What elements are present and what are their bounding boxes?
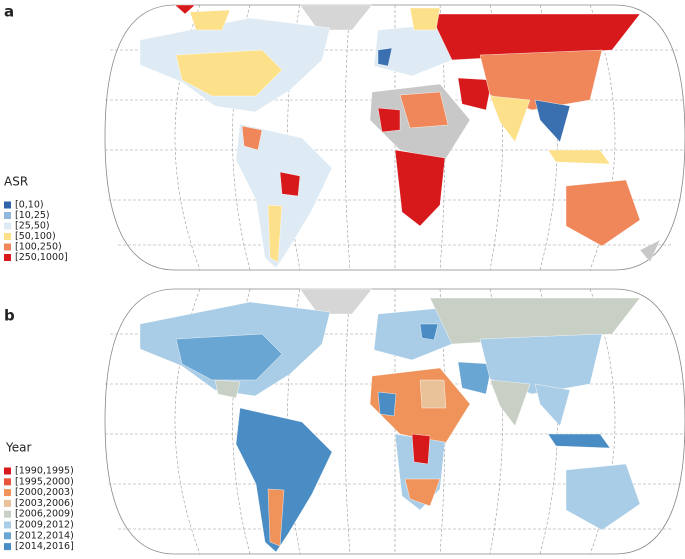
legend-swatch (4, 222, 11, 230)
legend-label: [10,25) (15, 210, 50, 221)
legend-swatch (4, 489, 11, 497)
legend-label: [2012,2014) (15, 530, 74, 541)
legend-label: [50,100) (15, 231, 56, 242)
legend-label: [0,10) (15, 200, 44, 211)
legend-swatch (4, 543, 11, 551)
legend-label: [2003,2006) (15, 498, 74, 509)
legend-swatch (4, 510, 11, 518)
legend-swatch (4, 212, 11, 219)
legend-label: [250,1000] (15, 252, 68, 263)
legend-label: [2006,2009) (15, 509, 74, 520)
legend-label: [100,250) (15, 242, 62, 253)
legend-label: [2000,2003) (15, 487, 74, 498)
legend: [1990,1995)[1995,2000)[2000,2003)[2003,2… (4, 466, 74, 552)
map-a (104, 4, 685, 271)
legend-label: [2009,2012) (15, 520, 74, 531)
legend-swatch (4, 478, 11, 486)
legend-label: [2014,2016] (15, 541, 74, 552)
legend-label: [25,50) (15, 221, 50, 232)
legend-label: [1995,2000) (15, 476, 74, 487)
map-b (104, 288, 685, 555)
panel-label: b (4, 307, 15, 325)
legend-title: Year (5, 441, 31, 455)
legend-swatch (4, 467, 11, 475)
legend-title: ASR (4, 175, 28, 189)
legend: [0,10)[10,25)[25,50)[50,100)[100,250)[25… (4, 200, 68, 263)
panel-label: a (4, 3, 14, 21)
legend-swatch (4, 201, 11, 209)
legend-swatch (4, 254, 11, 261)
legend-swatch (4, 499, 11, 507)
legend-swatch (4, 521, 11, 529)
legend-swatch (4, 532, 11, 540)
legend-label: [1990,1995) (15, 466, 74, 477)
legend-swatch (4, 233, 11, 240)
legend-swatch (4, 243, 11, 251)
